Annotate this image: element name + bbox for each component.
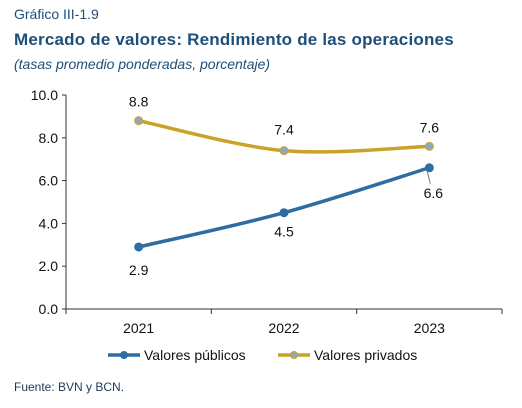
x-tick-label: 2021 xyxy=(123,320,154,336)
figure-label: Gráfico III-1.9 xyxy=(14,6,99,22)
data-label: 6.6 xyxy=(424,185,444,201)
data-label: 7.6 xyxy=(420,119,440,135)
data-point xyxy=(424,163,434,173)
y-tick-label: 4.0 xyxy=(39,215,59,231)
data-point xyxy=(279,146,289,156)
data-label: 7.4 xyxy=(274,122,294,138)
data-point xyxy=(424,141,434,151)
data-label: 4.5 xyxy=(274,224,294,240)
legend-marker-1 xyxy=(290,351,298,359)
chart-title: Mercado de valores: Rendimiento de las o… xyxy=(14,30,454,49)
y-tick-label: 2.0 xyxy=(39,258,59,274)
y-tick-label: 8.0 xyxy=(39,130,59,146)
data-label: 2.9 xyxy=(129,262,149,278)
y-tick-label: 10.0 xyxy=(31,87,58,103)
source-note: Fuente: BVN y BCN. xyxy=(14,380,125,394)
legend-marker-0 xyxy=(120,351,128,359)
y-tick-label: 6.0 xyxy=(39,173,59,189)
legend-label: Valores privados xyxy=(314,347,417,363)
y-tick-label: 0.0 xyxy=(39,301,59,317)
data-label: 8.8 xyxy=(129,94,149,110)
legend-label: Valores públicos xyxy=(144,347,246,363)
chart-subtitle: (tasas promedio ponderadas, porcentaje) xyxy=(14,56,271,72)
x-tick-label: 2022 xyxy=(268,320,299,336)
data-point xyxy=(134,116,144,126)
data-point xyxy=(134,242,144,252)
label-leader-line xyxy=(426,171,431,184)
data-point xyxy=(279,208,289,218)
x-tick-label: 2023 xyxy=(414,320,445,336)
